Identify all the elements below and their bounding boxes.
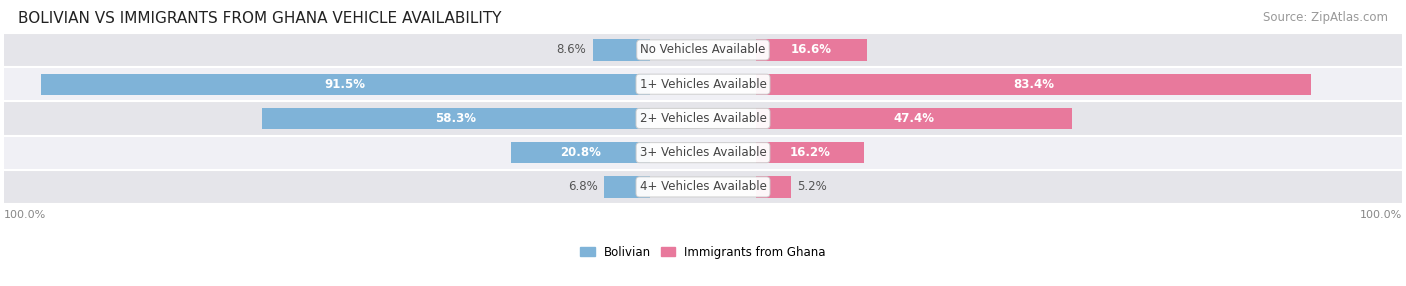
Text: 16.6%: 16.6% — [792, 43, 832, 56]
Bar — [4, 136, 1402, 170]
Text: 16.2%: 16.2% — [790, 146, 831, 159]
Legend: Bolivian, Immigrants from Ghana: Bolivian, Immigrants from Ghana — [575, 241, 831, 263]
Bar — [4, 101, 1402, 136]
Bar — [756, 176, 790, 198]
Text: No Vehicles Available: No Vehicles Available — [640, 43, 766, 56]
Bar — [756, 108, 1071, 129]
Bar — [512, 142, 650, 163]
Text: BOLIVIAN VS IMMIGRANTS FROM GHANA VEHICLE AVAILABILITY: BOLIVIAN VS IMMIGRANTS FROM GHANA VEHICL… — [18, 11, 502, 25]
Bar — [592, 39, 650, 61]
Bar — [4, 67, 1402, 101]
Text: 91.5%: 91.5% — [325, 78, 366, 91]
Bar — [605, 176, 650, 198]
Bar — [4, 33, 1402, 67]
Text: 100.0%: 100.0% — [1360, 210, 1402, 220]
Bar — [4, 170, 1402, 204]
Bar — [41, 74, 650, 95]
Bar — [756, 74, 1312, 95]
Bar — [262, 108, 650, 129]
Text: 47.4%: 47.4% — [893, 112, 935, 125]
Text: 4+ Vehicles Available: 4+ Vehicles Available — [640, 180, 766, 193]
Bar — [756, 39, 866, 61]
Text: 58.3%: 58.3% — [436, 112, 477, 125]
Bar — [756, 142, 865, 163]
Text: 5.2%: 5.2% — [797, 180, 827, 193]
Text: Source: ZipAtlas.com: Source: ZipAtlas.com — [1263, 11, 1388, 23]
Text: 8.6%: 8.6% — [557, 43, 586, 56]
Text: 2+ Vehicles Available: 2+ Vehicles Available — [640, 112, 766, 125]
Text: 1+ Vehicles Available: 1+ Vehicles Available — [640, 78, 766, 91]
Text: 20.8%: 20.8% — [560, 146, 600, 159]
Text: 100.0%: 100.0% — [4, 210, 46, 220]
Text: 6.8%: 6.8% — [568, 180, 598, 193]
Text: 83.4%: 83.4% — [1014, 78, 1054, 91]
Text: 3+ Vehicles Available: 3+ Vehicles Available — [640, 146, 766, 159]
